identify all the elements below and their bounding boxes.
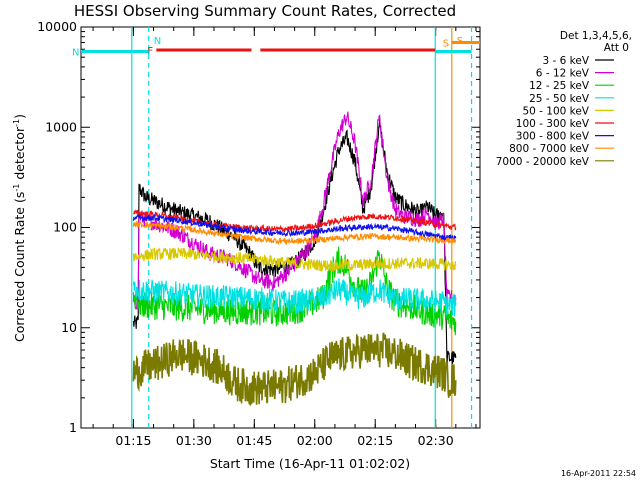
legend-header-line2: Att 0 — [604, 42, 629, 54]
legend-entry-label: 25 - 50 keV — [529, 93, 590, 105]
y-axis-label-mid: detector — [12, 126, 27, 184]
y-axis-label-main: Corrected Count Rate (s — [12, 192, 27, 342]
plot-area: 1 10 100 1000 10000 01:15 01:30 01:45 02:00 02:1… — [37, 19, 481, 448]
legend-entry-label: 6 - 12 keV — [536, 68, 590, 80]
state-line-label: N — [154, 36, 161, 47]
plot-timestamp: 16-Apr-2011 22:54 — [561, 469, 636, 478]
legend-entry-label: 800 - 7000 keV — [509, 143, 590, 155]
y-tick-label: 10000 — [37, 19, 77, 34]
y-axis-label-end: ) — [12, 114, 27, 119]
flag-label: F — [147, 46, 153, 57]
series-layer — [132, 111, 457, 406]
legend-entry-label: 7000 - 20000 keV — [496, 156, 590, 168]
legend-entry-label: 300 - 800 keV — [516, 131, 590, 143]
spacecraft-flag-bars: FNS — [72, 39, 480, 58]
x-axis-ticks: 01:15 01:30 01:45 02:00 02:15 02:30 — [92, 27, 477, 448]
x-tick-label: 01:45 — [236, 433, 272, 448]
series-line-9 — [132, 332, 457, 406]
series-line-4 — [132, 278, 457, 317]
x-tick-label: 02:15 — [357, 433, 393, 448]
y-tick-label: 1 — [69, 420, 77, 435]
y-axis-label: Corrected Count Rate (s-1 detector-1) — [12, 114, 27, 342]
series-line-8 — [132, 220, 457, 246]
series-line-2 — [132, 111, 457, 310]
flag-label: S — [443, 39, 449, 50]
series-line-7 — [132, 213, 457, 243]
legend-entry-label: 12 - 25 keV — [529, 80, 590, 92]
legend-entry-label: 100 - 300 keV — [516, 118, 590, 130]
x-tick-label: 02:30 — [418, 433, 454, 448]
y-tick-label: 100 — [53, 220, 77, 235]
y-axis-label-sup1: -1 — [12, 184, 21, 192]
chart-title: HESSI Observing Summary Count Rates, Cor… — [74, 2, 456, 20]
y-tick-label: 1000 — [45, 119, 77, 134]
x-tick-label: 01:30 — [176, 433, 212, 448]
y-axis-label-sup2: -1 — [12, 119, 21, 127]
x-tick-label: 02:00 — [297, 433, 333, 448]
x-axis-label: Start Time (16-Apr-11 01:02:02) — [210, 456, 410, 471]
legend-entry-label: 50 - 100 keV — [522, 105, 589, 117]
legend-entry-label: 3 - 6 keV — [542, 55, 589, 67]
flag-label: N — [72, 47, 79, 58]
y-tick-label: 10 — [61, 320, 77, 335]
series-line-5 — [132, 246, 457, 273]
legend-header-line1: Det 1,3,4,5,6, — [560, 30, 632, 42]
x-tick-label: 01:15 — [115, 433, 151, 448]
